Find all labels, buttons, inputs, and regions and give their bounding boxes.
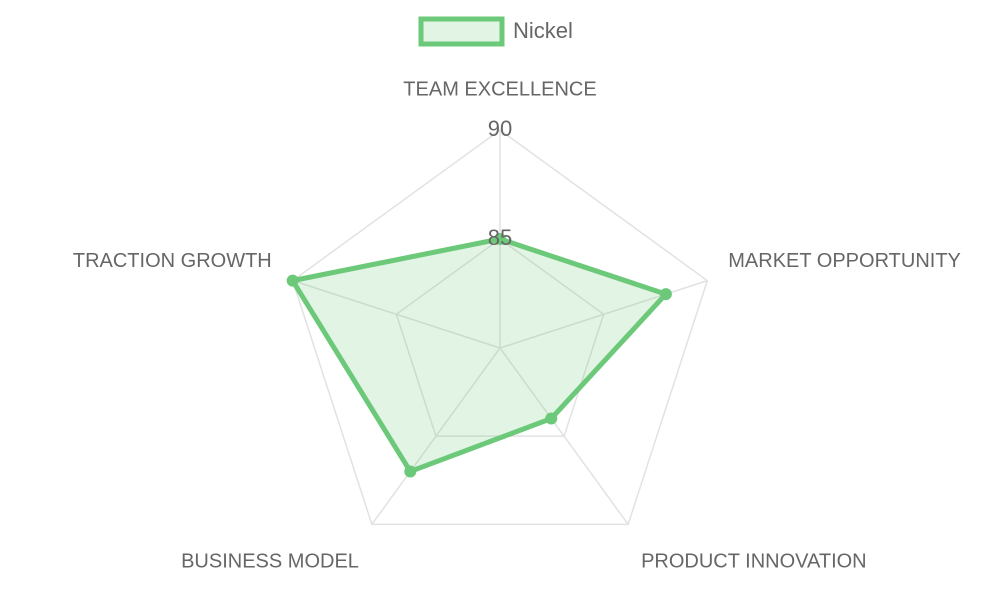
series-area [290,236,669,474]
axis-label: TRACTION GROWTH [73,250,272,272]
grid-spoke [292,279,501,349]
data-point [659,288,672,301]
data-point [494,233,506,245]
grid-spoke [371,347,501,525]
grid-spoke [499,279,708,349]
data-point [286,274,299,287]
data-point [545,412,558,425]
legend-label: Nickel [513,18,573,43]
data-point [404,465,417,478]
grid-ring [291,129,709,526]
tick-label: 85 [488,225,512,250]
legend-swatch [418,16,505,47]
axis-label: MARKET OPPORTUNITY [728,250,961,272]
axis-label: BUSINESS MODEL [181,550,359,572]
grid-spoke [499,347,629,525]
tick-label: 90 [488,116,512,141]
axis-label: PRODUCT INNOVATION [641,550,867,572]
axis-label: TEAM EXCELLENCE [403,78,596,100]
